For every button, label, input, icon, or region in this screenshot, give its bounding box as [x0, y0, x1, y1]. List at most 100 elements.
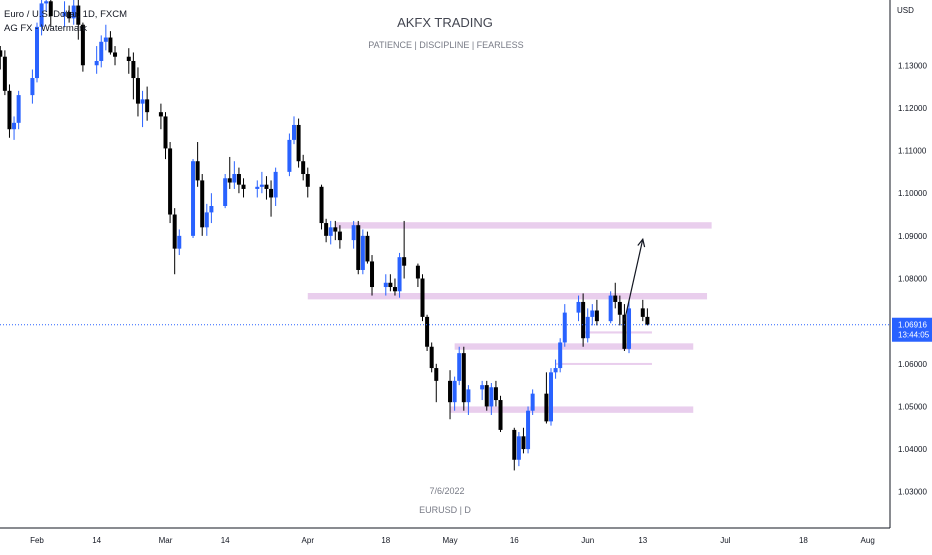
- candle[interactable]: [392, 278, 397, 296]
- candle[interactable]: [287, 133, 292, 177]
- candle[interactable]: [191, 159, 196, 238]
- candle[interactable]: [370, 255, 375, 296]
- candle[interactable]: [195, 142, 200, 187]
- candle[interactable]: [480, 380, 485, 401]
- candle[interactable]: [255, 180, 260, 198]
- candle[interactable]: [324, 218, 329, 243]
- thin-level-2[interactable]: [555, 362, 652, 365]
- candle[interactable]: [360, 229, 365, 275]
- candle[interactable]: [131, 52, 136, 100]
- candle[interactable]: [67, 5, 72, 23]
- candle[interactable]: [71, 0, 76, 25]
- candle[interactable]: [516, 432, 521, 467]
- candle[interactable]: [617, 295, 622, 326]
- candle[interactable]: [209, 193, 214, 224]
- candle[interactable]: [434, 363, 439, 403]
- candle[interactable]: [585, 308, 590, 343]
- candle[interactable]: [273, 167, 278, 206]
- candle[interactable]: [356, 220, 361, 275]
- candle[interactable]: [113, 46, 118, 66]
- candle[interactable]: [512, 427, 517, 471]
- candle[interactable]: [558, 338, 563, 373]
- candle[interactable]: [640, 299, 645, 322]
- candle[interactable]: [48, 0, 53, 27]
- candle[interactable]: [200, 174, 205, 236]
- candle[interactable]: [645, 308, 650, 326]
- candle[interactable]: [383, 274, 388, 296]
- candle[interactable]: [337, 225, 342, 249]
- candle[interactable]: [172, 208, 177, 275]
- candle[interactable]: [498, 395, 503, 433]
- candle[interactable]: [158, 103, 163, 130]
- symbol-title[interactable]: Euro / U.S. Dollar, 1D, FXCM: [4, 9, 127, 20]
- candle[interactable]: [259, 171, 264, 194]
- candle[interactable]: [264, 176, 269, 200]
- candle[interactable]: [328, 220, 333, 245]
- candle[interactable]: [76, 0, 81, 40]
- projection-arrow[interactable]: [623, 239, 644, 322]
- candle[interactable]: [94, 46, 99, 74]
- candle[interactable]: [608, 291, 613, 324]
- candle[interactable]: [2, 50, 7, 96]
- candle[interactable]: [319, 184, 324, 230]
- candle[interactable]: [402, 220, 407, 279]
- candle[interactable]: [351, 220, 356, 249]
- candle[interactable]: [80, 22, 85, 72]
- candle[interactable]: [16, 90, 21, 130]
- candle[interactable]: [232, 161, 237, 189]
- candle[interactable]: [627, 299, 632, 354]
- candle[interactable]: [613, 282, 618, 309]
- candle[interactable]: [562, 304, 567, 347]
- candle[interactable]: [140, 90, 145, 128]
- candle[interactable]: [305, 167, 310, 198]
- candle[interactable]: [145, 86, 150, 121]
- candle[interactable]: [168, 142, 173, 224]
- candle[interactable]: [448, 370, 453, 420]
- candle[interactable]: [581, 293, 586, 347]
- candle[interactable]: [296, 118, 301, 168]
- candle[interactable]: [236, 167, 241, 194]
- candle[interactable]: [457, 346, 462, 386]
- candle[interactable]: [484, 380, 489, 411]
- candle[interactable]: [35, 22, 39, 83]
- demand-zone-mid[interactable]: [454, 343, 694, 350]
- candle[interactable]: [103, 24, 108, 51]
- candle[interactable]: [466, 385, 471, 415]
- candle[interactable]: [415, 263, 420, 288]
- candle[interactable]: [549, 368, 553, 426]
- candle[interactable]: [292, 116, 296, 145]
- candle[interactable]: [108, 31, 113, 55]
- candle[interactable]: [365, 231, 370, 264]
- candle[interactable]: [576, 295, 581, 322]
- candle[interactable]: [461, 346, 466, 411]
- candle[interactable]: [590, 304, 595, 326]
- candle[interactable]: [521, 427, 526, 454]
- candle[interactable]: [420, 274, 425, 322]
- candle[interactable]: [397, 252, 402, 298]
- candle[interactable]: [622, 304, 627, 352]
- candle[interactable]: [44, 0, 49, 12]
- candle[interactable]: [489, 382, 494, 415]
- candle[interactable]: [223, 174, 228, 209]
- candle[interactable]: [62, 1, 67, 27]
- candle[interactable]: [135, 67, 140, 117]
- supply-zone-upper[interactable]: [335, 222, 712, 229]
- candle[interactable]: [163, 112, 168, 160]
- candle[interactable]: [594, 299, 599, 326]
- candle[interactable]: [269, 180, 274, 217]
- time-axis[interactable]: [0, 527, 890, 550]
- candle[interactable]: [204, 203, 209, 236]
- price-axis[interactable]: USD: [889, 0, 932, 550]
- candle[interactable]: [30, 69, 35, 104]
- candle[interactable]: [0, 46, 3, 70]
- candle[interactable]: [7, 84, 12, 138]
- candle[interactable]: [425, 314, 430, 352]
- candle[interactable]: [553, 359, 558, 379]
- candle[interactable]: [99, 35, 104, 68]
- candle[interactable]: [333, 220, 338, 241]
- supply-zone-mid[interactable]: [307, 293, 708, 300]
- candle[interactable]: [452, 376, 457, 411]
- candle[interactable]: [12, 116, 17, 140]
